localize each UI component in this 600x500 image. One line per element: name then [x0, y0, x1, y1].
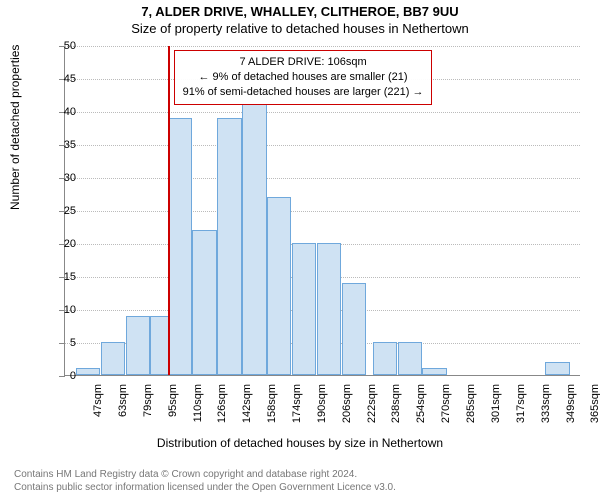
y-tick-label: 5 [46, 337, 76, 349]
histogram-bar [126, 316, 150, 375]
x-tick-label: 63sqm [117, 384, 129, 428]
histogram-bar [168, 118, 192, 375]
gridline [65, 46, 580, 47]
histogram-bar [76, 368, 100, 375]
x-tick-label: 95sqm [167, 384, 179, 428]
annotation-line1: 7 ALDER DRIVE: 106sqm [183, 55, 424, 70]
title-address: 7, ALDER DRIVE, WHALLEY, CLITHEROE, BB7 … [0, 0, 600, 19]
x-tick-label: 365sqm [589, 384, 600, 428]
y-tick-label: 50 [46, 40, 76, 52]
histogram-bar [398, 342, 422, 375]
annotation-line3: 91% of semi-detached houses are larger (… [183, 85, 424, 100]
annotation-box: 7 ALDER DRIVE: 106sqm← 9% of detached ho… [174, 50, 433, 105]
gridline [65, 145, 580, 146]
y-axis-label: Number of detached properties [8, 45, 22, 210]
x-tick-label: 206sqm [341, 384, 353, 428]
histogram-bar [545, 362, 569, 375]
x-tick-label: 222sqm [366, 384, 378, 428]
y-tick-label: 35 [46, 139, 76, 151]
y-tick-label: 25 [46, 205, 76, 217]
y-tick-label: 45 [46, 73, 76, 85]
property-marker-line [168, 46, 170, 375]
x-tick-label: 333sqm [540, 384, 552, 428]
x-tick-label: 301sqm [490, 384, 502, 428]
histogram-bar [292, 243, 316, 375]
histogram-bar [317, 243, 341, 375]
histogram-bar [342, 283, 366, 375]
x-tick-label: 126sqm [216, 384, 228, 428]
x-tick-label: 142sqm [241, 384, 253, 428]
x-tick-label: 47sqm [92, 384, 104, 428]
x-tick-label: 79sqm [142, 384, 154, 428]
x-axis-label: Distribution of detached houses by size … [0, 436, 600, 450]
histogram-bar [422, 368, 446, 375]
histogram-bar [101, 342, 125, 375]
histogram-bar [217, 118, 241, 375]
x-tick-label: 158sqm [266, 384, 278, 428]
x-tick-label: 317sqm [515, 384, 527, 428]
y-tick-label: 15 [46, 271, 76, 283]
y-tick-label: 0 [46, 370, 76, 382]
title-subtitle: Size of property relative to detached ho… [0, 19, 600, 36]
footer-line2: Contains public sector information licen… [14, 481, 396, 494]
x-tick-label: 174sqm [291, 384, 303, 428]
plot-area: 47sqm63sqm79sqm95sqm110sqm126sqm142sqm15… [64, 46, 580, 376]
x-tick-label: 238sqm [390, 384, 402, 428]
x-tick-label: 190sqm [316, 384, 328, 428]
gridline [65, 178, 580, 179]
x-tick-label: 349sqm [565, 384, 577, 428]
histogram-bar [373, 342, 397, 375]
histogram-bar [267, 197, 291, 375]
footer-attribution: Contains HM Land Registry data © Crown c… [14, 468, 396, 494]
x-tick-label: 254sqm [415, 384, 427, 428]
y-tick-label: 40 [46, 106, 76, 118]
y-tick-label: 30 [46, 172, 76, 184]
y-tick-label: 20 [46, 238, 76, 250]
footer-line1: Contains HM Land Registry data © Crown c… [14, 468, 396, 481]
y-tick-label: 10 [46, 304, 76, 316]
x-tick-label: 110sqm [192, 384, 204, 428]
gridline [65, 211, 580, 212]
histogram-bar [242, 104, 266, 375]
histogram-bar [192, 230, 216, 375]
histogram-chart: 47sqm63sqm79sqm95sqm110sqm126sqm142sqm15… [64, 46, 580, 376]
x-tick-label: 285sqm [465, 384, 477, 428]
annotation-line2: ← 9% of detached houses are smaller (21) [183, 70, 424, 85]
gridline [65, 112, 580, 113]
x-tick-label: 270sqm [440, 384, 452, 428]
